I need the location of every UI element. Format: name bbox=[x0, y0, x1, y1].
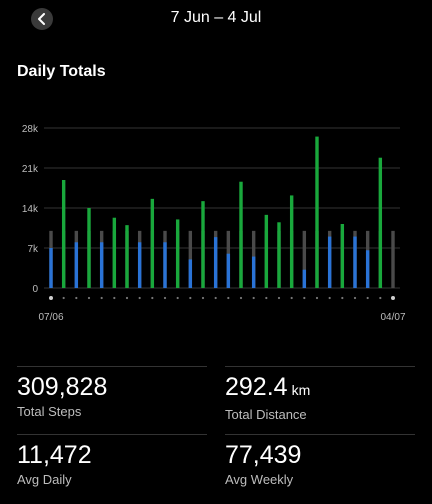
avg-weekly-stat: 77,439 Avg Weekly bbox=[225, 441, 301, 487]
x-tick-dot bbox=[379, 296, 382, 300]
total-distance-value: 292.4 bbox=[225, 373, 288, 401]
x-tick-dot bbox=[353, 296, 357, 300]
goal-track-bar bbox=[391, 230, 395, 288]
date-range-title: 7 Jun – 4 Jul bbox=[170, 9, 262, 26]
x-tick-dot bbox=[328, 296, 331, 300]
x-tick-dot bbox=[163, 296, 167, 300]
steps-bar bbox=[264, 214, 269, 288]
steps-bar bbox=[365, 250, 370, 288]
goal-track-bar bbox=[302, 230, 307, 288]
steps-bar bbox=[251, 256, 256, 288]
steps-bar bbox=[188, 259, 193, 288]
steps-bar bbox=[112, 217, 117, 288]
total-steps-label: Total Steps bbox=[17, 404, 82, 419]
x-tick-dot bbox=[151, 296, 154, 300]
steps-bar bbox=[315, 136, 319, 288]
steps-bar bbox=[340, 224, 345, 288]
steps-bar bbox=[201, 201, 205, 288]
x-end-label: 04/07 bbox=[380, 312, 405, 323]
steps-bar bbox=[74, 242, 79, 288]
x-tick-dot bbox=[277, 296, 281, 300]
steps-bar bbox=[49, 248, 53, 288]
divider bbox=[17, 434, 207, 435]
x-tick-dot bbox=[87, 296, 91, 300]
steps-bar bbox=[175, 219, 180, 288]
total-distance-label: Total Distance bbox=[225, 407, 307, 422]
x-tick-dot bbox=[366, 296, 369, 300]
x-tick-dot bbox=[100, 296, 103, 300]
total-steps-value: 309,828 bbox=[17, 373, 108, 401]
avg-daily-label: Avg Daily bbox=[17, 472, 72, 487]
steps-bar bbox=[163, 242, 167, 288]
steps-bar bbox=[125, 225, 129, 288]
x-tick-dot bbox=[62, 296, 65, 300]
x-tick-dot bbox=[75, 296, 78, 300]
steps-bar bbox=[289, 195, 294, 288]
avg-weekly-value: 77,439 bbox=[225, 441, 302, 469]
x-tick-dot bbox=[189, 296, 192, 300]
x-tick-dot bbox=[252, 296, 255, 300]
x-tick-dot bbox=[214, 296, 217, 300]
total-distance-stat: 292.4 km Total Distance bbox=[225, 373, 310, 422]
total-distance-unit: km bbox=[291, 382, 311, 398]
x-tick-dot bbox=[341, 296, 344, 300]
top-bar: 7 Jun – 4 Jul bbox=[0, 0, 432, 40]
y-tick-label: 0 bbox=[32, 284, 38, 295]
steps-bar bbox=[99, 242, 104, 288]
x-tick-dot bbox=[239, 296, 243, 300]
steps-bar bbox=[327, 236, 332, 288]
steps-bar bbox=[87, 208, 91, 288]
x-tick-dot bbox=[49, 296, 53, 300]
avg-daily-value: 11,472 bbox=[17, 441, 92, 469]
back-button[interactable] bbox=[31, 8, 53, 30]
divider bbox=[225, 366, 415, 367]
steps-bar bbox=[302, 269, 307, 288]
x-tick-dot bbox=[176, 296, 179, 300]
steps-bar bbox=[378, 157, 383, 288]
total-steps-stat: 309,828 Total Steps bbox=[17, 373, 107, 419]
section-title: Daily Totals bbox=[17, 63, 106, 80]
x-tick-dot bbox=[227, 296, 230, 300]
avg-daily-stat: 11,472 Avg Daily bbox=[17, 441, 92, 487]
steps-bar bbox=[137, 242, 142, 288]
steps-bar bbox=[353, 236, 357, 288]
steps-bar bbox=[239, 181, 243, 288]
x-tick-dot bbox=[125, 296, 129, 300]
x-tick-dot bbox=[315, 296, 319, 300]
avg-weekly-label: Avg Weekly bbox=[225, 472, 294, 487]
x-tick-dot bbox=[391, 296, 395, 300]
y-tick-label: 21k bbox=[22, 164, 39, 175]
divider bbox=[17, 366, 207, 367]
x-tick-dot bbox=[138, 296, 141, 300]
daily-steps-chart: 0 7k 14k 21k 28k 07/06 04/07 bbox=[22, 124, 406, 323]
x-tick-dot bbox=[290, 296, 293, 300]
steps-bar bbox=[61, 180, 66, 288]
x-start-label: 07/06 bbox=[38, 312, 63, 323]
x-tick-dot bbox=[265, 296, 268, 300]
steps-bar bbox=[277, 222, 281, 288]
x-tick-dot bbox=[201, 296, 205, 300]
steps-bar bbox=[150, 198, 155, 288]
y-tick-label: 28k bbox=[22, 124, 39, 135]
steps-bar bbox=[213, 237, 218, 288]
steps-bar bbox=[226, 253, 231, 288]
y-tick-label: 7k bbox=[27, 244, 39, 255]
chevron-left-icon bbox=[38, 13, 45, 25]
x-tick-dot bbox=[113, 296, 116, 300]
divider bbox=[225, 434, 415, 435]
x-tick-dot bbox=[303, 296, 306, 300]
y-tick-label: 14k bbox=[22, 204, 39, 215]
